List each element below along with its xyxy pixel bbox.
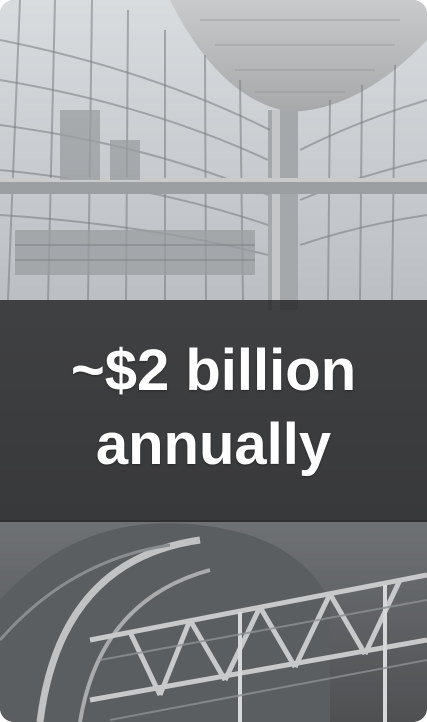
caption-text: ~$2 billion annually bbox=[0, 334, 427, 482]
caption-line-period: annually bbox=[95, 412, 332, 477]
caption-line-amount: ~$2 billion bbox=[70, 338, 357, 403]
caption-overlay bbox=[0, 300, 427, 522]
